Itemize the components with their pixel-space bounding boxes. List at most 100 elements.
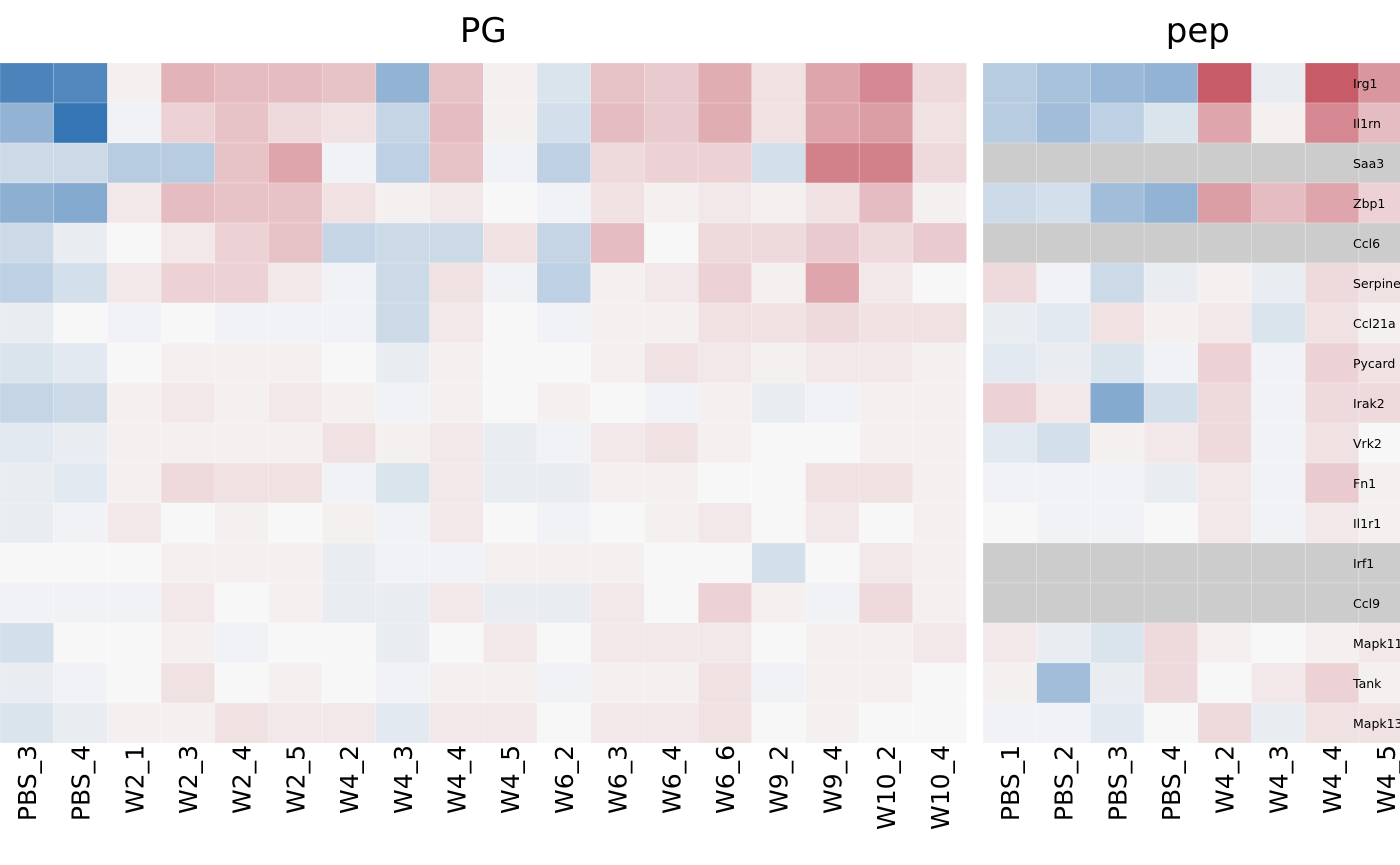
heatmap-cell xyxy=(160,142,216,184)
heatmap-cell xyxy=(107,222,162,264)
heatmap-cell xyxy=(1358,462,1400,504)
heatmap-cell xyxy=(429,102,484,144)
heatmap-cell xyxy=(1197,222,1252,264)
heatmap-cell xyxy=(1143,542,1199,584)
heatmap-cell xyxy=(697,542,753,584)
heatmap-cell xyxy=(805,462,860,504)
heatmap-cell xyxy=(805,102,860,144)
heatmap-cell xyxy=(160,542,216,584)
heatmap-cell xyxy=(1358,702,1400,744)
heatmap-cell xyxy=(482,382,538,424)
heatmap-cell xyxy=(536,622,592,664)
heatmap-cell xyxy=(590,262,645,304)
heatmap-cell xyxy=(1197,382,1252,424)
heatmap-cell xyxy=(268,222,323,264)
heatmap-cell xyxy=(644,342,699,384)
heatmap-cell xyxy=(1304,262,1360,304)
heatmap-cell xyxy=(429,302,484,344)
heatmap-cell xyxy=(482,62,538,104)
heatmap-cell xyxy=(0,262,55,304)
heatmap-cell xyxy=(1251,582,1306,624)
heatmap-cell xyxy=(375,302,430,344)
heatmap-cell xyxy=(214,622,269,664)
column-label: W6_6 xyxy=(711,745,740,814)
heatmap-cell xyxy=(858,502,914,544)
heatmap-cell xyxy=(1143,342,1199,384)
heatmap-cell xyxy=(590,222,645,264)
heatmap-cell xyxy=(590,142,645,184)
heatmap-cell xyxy=(751,302,806,344)
heatmap-cell xyxy=(321,62,377,104)
heatmap-cell xyxy=(751,102,806,144)
heatmap-cell xyxy=(482,222,538,264)
heatmap-cell xyxy=(214,342,269,384)
heatmap-cell xyxy=(214,142,269,184)
heatmap-cell xyxy=(482,262,538,304)
heatmap-cell xyxy=(214,182,269,224)
heatmap-cell xyxy=(536,182,592,224)
heatmap-cell xyxy=(1358,422,1400,464)
heatmap-cell xyxy=(107,342,162,384)
row-label: Il1r1 xyxy=(1353,516,1381,531)
column-label: W6_4 xyxy=(657,745,686,814)
heatmap-cell xyxy=(107,582,162,624)
heatmap-cell xyxy=(321,662,377,704)
heatmap-cell xyxy=(375,462,430,504)
heatmap-cell xyxy=(1251,302,1306,344)
heatmap-cell xyxy=(107,102,162,144)
heatmap-cell xyxy=(536,382,592,424)
heatmap-cell xyxy=(268,462,323,504)
heatmap-cell xyxy=(858,62,914,104)
heatmap-cell xyxy=(429,62,484,104)
heatmap-cell xyxy=(214,302,269,344)
panel-title: PG xyxy=(460,11,507,51)
heatmap-cell xyxy=(912,102,967,144)
heatmap-cell xyxy=(1143,302,1199,344)
heatmap-cell xyxy=(160,342,216,384)
heatmap-cell xyxy=(321,422,377,464)
heatmap-cell xyxy=(751,582,806,624)
column-label: W4_2 xyxy=(1211,745,1240,814)
heatmap-cell xyxy=(1143,222,1199,264)
heatmap-cell xyxy=(982,382,1038,424)
heatmap-cell xyxy=(982,182,1038,224)
row-labels: Irg1 Il1rn Saa3 Zbp1 Ccl6 Serpine Ccl21a Pycard… xyxy=(1352,76,1400,731)
heatmap-cell xyxy=(697,502,753,544)
heatmap-cell xyxy=(1304,142,1360,184)
heatmap-cell xyxy=(858,342,914,384)
heatmap-cell xyxy=(160,262,216,304)
heatmap-cell xyxy=(53,502,108,544)
heatmap-cell xyxy=(1304,622,1360,664)
heatmap-cell xyxy=(482,542,538,584)
heatmap-cell xyxy=(482,502,538,544)
heatmap-cell xyxy=(268,662,323,704)
heatmap-cell xyxy=(536,462,592,504)
heatmap-cell xyxy=(805,342,860,384)
heatmap-cell xyxy=(805,62,860,104)
heatmap-cell xyxy=(644,622,699,664)
heatmap-cell xyxy=(1197,422,1252,464)
heatmap-cell xyxy=(858,182,914,224)
heatmap-cell xyxy=(751,382,806,424)
heatmap-cell xyxy=(536,702,592,744)
heatmap-cell xyxy=(982,302,1038,344)
heatmap-cell xyxy=(1304,222,1360,264)
heatmap-cell xyxy=(0,502,55,544)
heatmap-cell xyxy=(107,302,162,344)
heatmap-cell xyxy=(1143,142,1199,184)
heatmap-cell xyxy=(1358,262,1400,304)
heatmap-cell xyxy=(1304,302,1360,344)
row-label: Mapk11 xyxy=(1353,636,1400,651)
heatmap-cell xyxy=(107,702,162,744)
heatmap-cell xyxy=(482,342,538,384)
heatmap-cell xyxy=(590,182,645,224)
heatmap-cell xyxy=(1036,222,1091,264)
heatmap-cell xyxy=(268,702,323,744)
heatmap-cell xyxy=(1304,582,1360,624)
heatmap-cell xyxy=(1036,502,1091,544)
heatmap-cell xyxy=(912,342,967,384)
heatmap-cell xyxy=(53,262,108,304)
heatmap-cell xyxy=(160,302,216,344)
heatmap-cell xyxy=(0,102,55,144)
heatmap-cell xyxy=(482,102,538,144)
